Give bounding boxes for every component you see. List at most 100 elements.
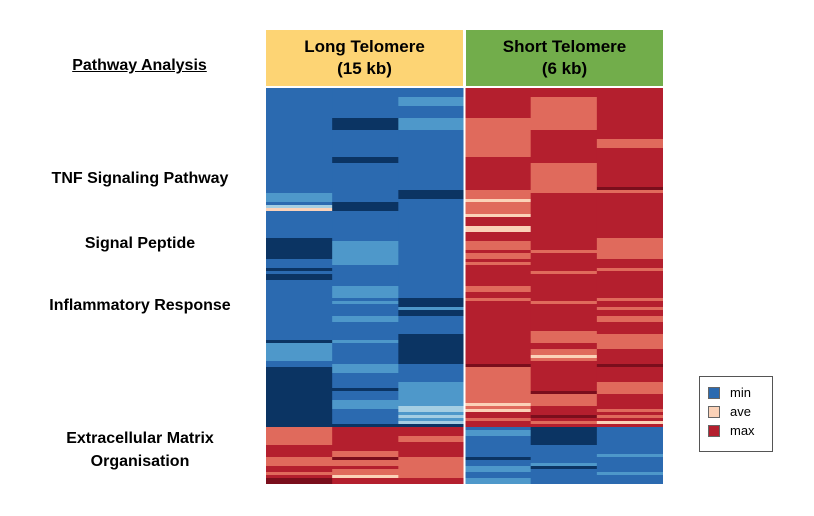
heatmap-cell-band71-col4: [530, 445, 598, 449]
heatmap-cell-band31-col5: [596, 280, 663, 287]
heatmap-cell-band35-col4: [530, 301, 598, 305]
heatmap-cell-band3-col2: [398, 118, 466, 131]
heatmap-cell-band34-col1: [332, 298, 399, 302]
heatmap-cell-band9-col1: [332, 187, 399, 191]
heatmap-cell-band0-col3: [464, 88, 532, 98]
heatmap-cell-band41-col3: [464, 331, 532, 335]
heatmap-cell-band29-col4: [530, 271, 598, 275]
heatmap-cell-band47-col1: [332, 358, 399, 362]
heatmap-cell-band31-col4: [530, 280, 598, 287]
heatmap-cell-band33-col1: [332, 292, 399, 299]
heatmap-cell-band13-col2: [398, 202, 466, 206]
heatmap-cell-band58-col0: [266, 406, 333, 410]
heatmap-cell-band23-col5: [596, 250, 663, 254]
heatmap-cell-band8-col2: [398, 163, 466, 188]
heatmap-cell-band75-col5: [596, 457, 663, 461]
heatmap-cell-band40-col0: [266, 322, 333, 332]
heatmap-cell-band23-col0: [266, 250, 333, 254]
heatmap-cell-band56-col4: [530, 400, 598, 404]
heatmap-cell-band15-col5: [596, 208, 663, 212]
heatmap-cell-band27-col3: [464, 265, 532, 269]
heatmap-cell-band54-col1: [332, 391, 399, 395]
heatmap-cell-band47-col3: [464, 358, 532, 362]
legend-item-min: min: [708, 383, 772, 402]
heatmap-cell-band32-col1: [332, 286, 399, 293]
heatmap-cell-band68-col4: [530, 436, 598, 440]
heatmap-cell-band8-col5: [596, 163, 663, 188]
color-legend: min ave max: [699, 376, 773, 452]
heatmap-cell-band25-col5: [596, 259, 663, 263]
heatmap-cell-band42-col0: [266, 334, 333, 341]
heatmap-cell-band79-col2: [398, 469, 466, 473]
heatmap-cell-band18-col0: [266, 217, 333, 227]
heatmap-cell-band4-col2: [398, 130, 466, 140]
heatmap-cell-band48-col3: [464, 361, 532, 365]
heatmap-cell-band21-col3: [464, 238, 532, 242]
heatmap-cell-band42-col3: [464, 334, 532, 341]
heatmap-cell-band20-col5: [596, 232, 663, 239]
heatmap-cell-band65-col4: [530, 427, 598, 431]
heatmap-cell-band27-col0: [266, 265, 333, 269]
heatmap-cell-band58-col2: [398, 406, 466, 410]
heatmap-cell-band33-col0: [266, 292, 333, 299]
heatmap-cell-band66-col0: [266, 430, 333, 434]
heatmap-cell-band64-col2: [398, 424, 466, 428]
heatmap-cell-band43-col5: [596, 340, 663, 344]
heatmap-cell-band65-col0: [266, 427, 333, 431]
heatmap-cell-band54-col0: [266, 391, 333, 395]
heatmap-cell-band30-col1: [332, 274, 399, 281]
heatmap-cell-band32-col5: [596, 286, 663, 293]
heatmap-cell-band71-col0: [266, 445, 333, 449]
heatmap-cell-band63-col1: [332, 421, 399, 425]
heatmap-cell-band71-col5: [596, 445, 663, 449]
heatmap-cell-band4-col4: [530, 130, 598, 140]
heatmap-cell-band41-col1: [332, 331, 399, 335]
heatmap-cell-band61-col2: [398, 415, 466, 419]
heatmap-cell-band31-col3: [464, 280, 532, 287]
heatmap-cell-band10-col4: [530, 190, 598, 194]
heatmap-cell-band69-col3: [464, 439, 532, 443]
heatmap-cell-band44-col3: [464, 343, 532, 350]
heatmap-cell-band59-col2: [398, 409, 466, 413]
heatmap-cell-band45-col0: [266, 349, 333, 356]
heatmap-cell-band69-col1: [332, 439, 399, 443]
heatmap-cell-band14-col1: [332, 205, 399, 209]
heatmap-cell-band74-col2: [398, 454, 466, 458]
heatmap-cell-band44-col1: [332, 343, 399, 350]
heatmap-cell-band37-col0: [266, 307, 333, 311]
heatmap-cell-band69-col0: [266, 439, 333, 443]
heatmap-cell-band6-col3: [464, 148, 532, 158]
heatmap-cell-band13-col5: [596, 202, 663, 206]
heatmap-cell-band4-col1: [332, 130, 399, 140]
heatmap-cell-band12-col0: [266, 199, 333, 203]
heatmap-cell-band67-col2: [398, 433, 466, 437]
heatmap-cell-band37-col1: [332, 307, 399, 311]
heatmap-cell-band11-col4: [530, 193, 598, 200]
heatmap-cell-band26-col2: [398, 262, 466, 266]
pathway-label-line: Signal Peptide: [84, 235, 196, 252]
heatmap-cell-band21-col4: [530, 238, 598, 242]
heatmap-cell-band15-col4: [530, 208, 598, 212]
heatmap-cell-band62-col1: [332, 418, 399, 422]
heatmap-cell-band68-col3: [464, 436, 532, 440]
heatmap-cell-band74-col5: [596, 454, 663, 458]
heatmap-cell-band7-col5: [596, 157, 663, 164]
heatmap-cell-band64-col5: [596, 424, 663, 428]
heatmap-cell-band6-col1: [332, 148, 399, 158]
heatmap-cell-band48-col1: [332, 361, 399, 365]
heatmap-cell-band50-col5: [596, 367, 663, 374]
heatmap-cell-band80-col4: [530, 472, 598, 476]
heatmap-cell-band12-col2: [398, 199, 466, 203]
heatmap-cell-band77-col5: [596, 463, 663, 467]
heatmap-cell-band60-col3: [464, 412, 532, 416]
heatmap-cell-band24-col1: [332, 253, 399, 260]
heatmap-cell-band79-col4: [530, 469, 598, 473]
heatmap-cell-band42-col4: [530, 334, 598, 341]
heatmap-cell-band47-col0: [266, 358, 333, 362]
heatmap-cell-band64-col4: [530, 424, 598, 428]
heatmap-cell-band10-col0: [266, 190, 333, 194]
heatmap-cell-band47-col2: [398, 358, 466, 362]
heatmap-cell-band4-col3: [464, 130, 532, 140]
heatmap-cell-band59-col0: [266, 409, 333, 413]
heatmap-cell-band19-col1: [332, 226, 399, 233]
